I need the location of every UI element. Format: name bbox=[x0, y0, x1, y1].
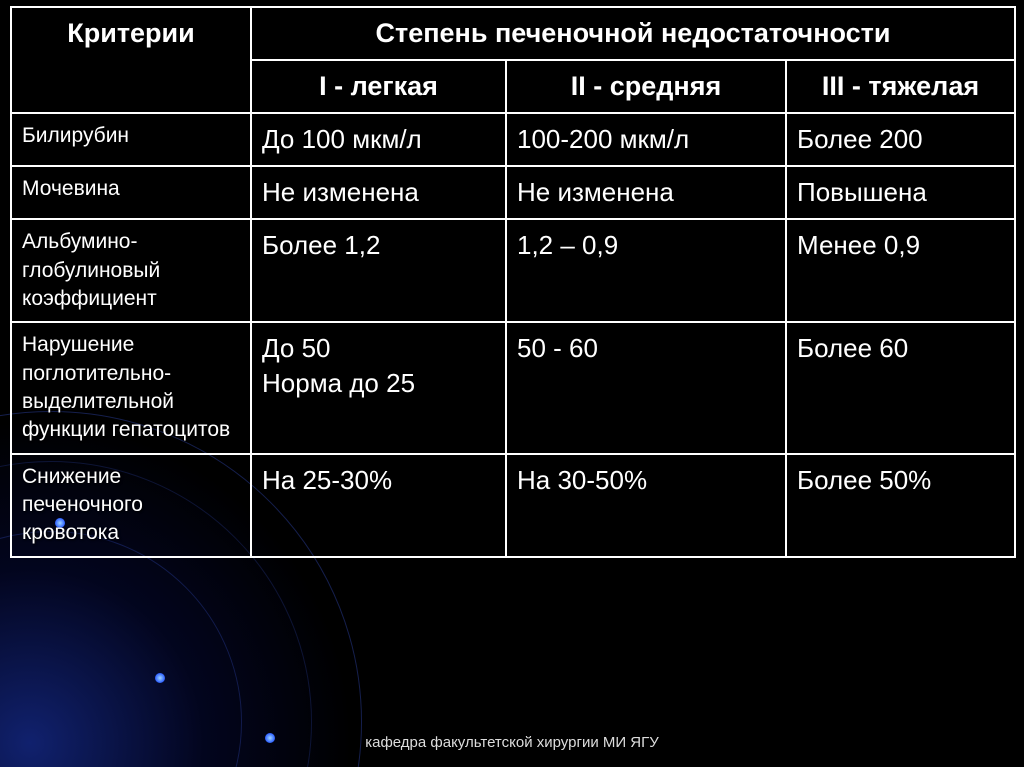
col-header-moderate: II - средняя bbox=[506, 60, 786, 113]
criteria-cell: Билирубин bbox=[11, 113, 251, 166]
value-cell-severe: Более 200 bbox=[786, 113, 1015, 166]
criteria-cell: Альбумино-глобулиновый коэффициент bbox=[11, 219, 251, 322]
value-cell-severe: Менее 0,9 bbox=[786, 219, 1015, 322]
value-cell-severe: Повышена bbox=[786, 166, 1015, 219]
value-cell-mild: На 25-30% bbox=[251, 454, 506, 557]
table-row: Снижение печеночного кровотока На 25-30%… bbox=[11, 454, 1015, 557]
value-cell-moderate: 1,2 – 0,9 bbox=[506, 219, 786, 322]
footer-caption: кафедра факультетской хирургии МИ ЯГУ bbox=[0, 734, 1024, 751]
value-cell-moderate: 50 - 60 bbox=[506, 322, 786, 453]
hepatic-insufficiency-table: Критерии Степень печеночной недостаточно… bbox=[10, 6, 1016, 558]
criteria-cell: Мочевина bbox=[11, 166, 251, 219]
table-row: Альбумино-глобулиновый коэффициент Более… bbox=[11, 219, 1015, 322]
criteria-cell: Нарушение поглотительно-выделительной фу… bbox=[11, 322, 251, 453]
table-row: Мочевина Не изменена Не изменена Повышен… bbox=[11, 166, 1015, 219]
table-row: Нарушение поглотительно-выделительной фу… bbox=[11, 322, 1015, 453]
table-row: Билирубин До 100 мкм/л 100-200 мкм/л Бол… bbox=[11, 113, 1015, 166]
value-cell-moderate: Не изменена bbox=[506, 166, 786, 219]
value-cell-severe: Более 50% bbox=[786, 454, 1015, 557]
value-cell-mild: До 100 мкм/л bbox=[251, 113, 506, 166]
value-cell-moderate: На 30-50% bbox=[506, 454, 786, 557]
col-header-severity: Степень печеночной недостаточности bbox=[251, 7, 1015, 60]
value-cell-moderate: 100-200 мкм/л bbox=[506, 113, 786, 166]
col-header-mild: I - легкая bbox=[251, 60, 506, 113]
orbit-dot bbox=[155, 673, 165, 683]
value-cell-severe: Более 60 bbox=[786, 322, 1015, 453]
value-cell-mild: Не изменена bbox=[251, 166, 506, 219]
col-header-severe: III - тяжелая bbox=[786, 60, 1015, 113]
criteria-cell: Снижение печеночного кровотока bbox=[11, 454, 251, 557]
value-cell-mild: Более 1,2 bbox=[251, 219, 506, 322]
orbit-ring bbox=[0, 531, 242, 767]
col-header-criteria: Критерии bbox=[11, 7, 251, 113]
value-cell-mild: До 50Норма до 25 bbox=[251, 322, 506, 453]
